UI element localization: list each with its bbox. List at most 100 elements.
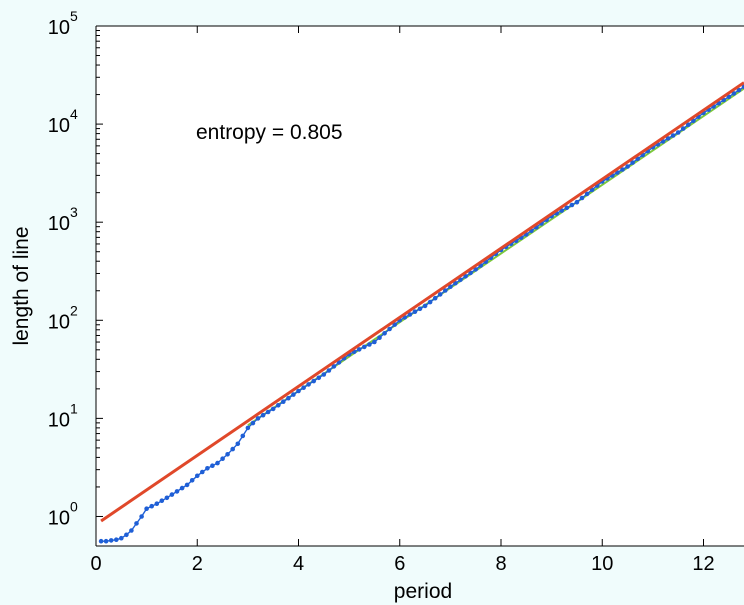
length-series-point (189, 478, 195, 483)
length-series-point (584, 191, 590, 197)
length-series-point (437, 292, 443, 297)
y-tick-label: 10 (48, 409, 70, 431)
length-series-point (726, 94, 732, 100)
y-tick-label: 10 (48, 115, 70, 137)
x-axis-label: period (394, 580, 452, 603)
plot-area (96, 26, 744, 546)
length-series-point (564, 205, 570, 211)
length-series-point (98, 538, 104, 544)
length-series-point (154, 501, 160, 507)
length-series-point (741, 84, 744, 90)
length-series-point (473, 267, 479, 272)
length-series-point (270, 406, 276, 412)
length-series-point (220, 456, 225, 462)
x-tick-label: 4 (293, 553, 304, 575)
y-tick-exponent: 5 (70, 8, 78, 24)
length-series-point (331, 364, 337, 369)
length-series-point (468, 270, 473, 276)
length-series-point (630, 160, 635, 165)
length-series-point (382, 331, 387, 336)
length-series-point (108, 538, 114, 543)
length-series-point (579, 195, 585, 201)
length-series-point (458, 277, 463, 283)
length-series-point (326, 368, 332, 373)
length-series-point (453, 280, 458, 286)
y-axis-label: length of line (10, 226, 33, 345)
length-series-point (321, 372, 327, 377)
length-series-point (372, 339, 377, 345)
length-series-point (215, 460, 220, 466)
length-series-point (387, 326, 392, 332)
length-series-point (225, 452, 230, 457)
y-tick-exponent: 3 (70, 204, 78, 220)
length-series-point (574, 199, 580, 205)
length-series-point (316, 375, 322, 381)
length-series-point (195, 473, 200, 479)
length-series-point (149, 503, 154, 509)
y-tick-exponent: 1 (70, 400, 78, 416)
length-series-point (260, 412, 266, 418)
length-series-point (235, 441, 241, 447)
length-series-point (417, 306, 423, 312)
y-tick-exponent: 0 (70, 498, 78, 514)
x-tick-label: 6 (394, 553, 405, 575)
length-series-point (245, 425, 251, 431)
x-tick-label: 2 (192, 553, 203, 575)
length-series-point (210, 463, 215, 469)
length-series-point (675, 130, 681, 135)
length-series-point (169, 492, 175, 497)
length-series-point (134, 521, 139, 526)
length-series-point (164, 495, 170, 501)
length-series-point (159, 498, 165, 504)
y-tick-exponent: 4 (70, 106, 78, 122)
length-series-point (311, 378, 317, 384)
length-series-point (356, 347, 362, 352)
length-series-point (301, 385, 306, 391)
length-series-point (205, 466, 210, 471)
length-series-point (200, 469, 205, 475)
length-series-point (569, 202, 575, 208)
length-series-point (432, 295, 438, 301)
x-tick-label: 12 (692, 553, 714, 575)
length-series-point (184, 482, 190, 488)
length-series-point (276, 403, 281, 408)
length-series-point (422, 303, 428, 309)
length-series-point (179, 485, 185, 491)
entropy-annotation: entropy = 0.805 (196, 121, 343, 144)
length-series-point (448, 284, 453, 290)
x-tick-label: 0 (90, 553, 101, 575)
length-series-point (427, 299, 433, 305)
length-series-point (230, 446, 235, 452)
length-series-point (736, 87, 742, 93)
length-series-point (670, 133, 676, 138)
length-series-point (291, 392, 296, 397)
length-series-point (362, 344, 367, 350)
length-series-point (625, 164, 630, 169)
length-series-point (129, 528, 134, 533)
length-series-point (139, 514, 144, 519)
length-series-point (119, 535, 124, 541)
length-series-point (174, 489, 180, 494)
length-series-point (680, 126, 686, 131)
x-tick-label: 8 (495, 553, 506, 575)
y-tick-label: 10 (48, 311, 70, 333)
length-series-point (265, 409, 271, 415)
length-series-point (620, 167, 625, 172)
length-series-point (665, 136, 671, 141)
length-series-point (407, 312, 413, 317)
length-series-point (443, 288, 448, 293)
length-series-point (367, 342, 372, 347)
length-series-point (114, 537, 119, 542)
y-tick-label: 10 (48, 507, 70, 529)
length-series-point (463, 274, 468, 279)
length-series-point (392, 322, 398, 327)
length-series-point (412, 309, 418, 315)
length-series-point (286, 395, 291, 401)
entropy-fit-line (100, 81, 744, 523)
length-series-point (103, 538, 109, 544)
length-series-point (281, 399, 286, 405)
length-series-point (731, 91, 737, 96)
length-series-point (240, 433, 246, 439)
length-series-point (250, 420, 256, 426)
